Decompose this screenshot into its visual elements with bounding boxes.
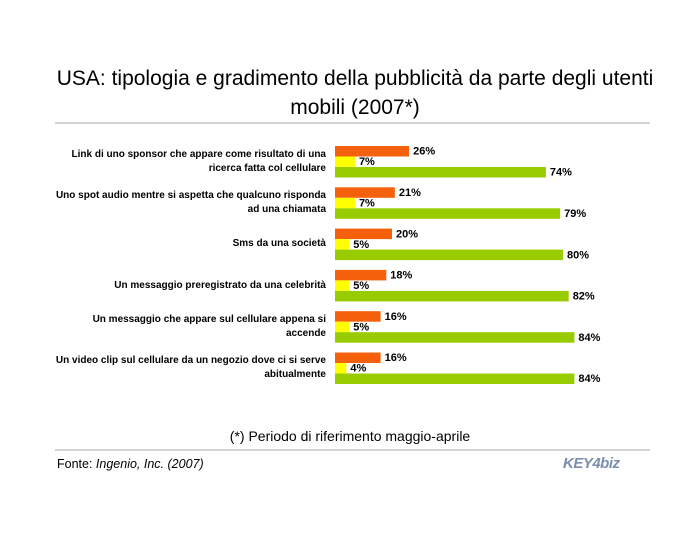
value-label: 79%	[564, 208, 586, 220]
value-label: 82%	[573, 291, 595, 303]
value-label: 5%	[353, 239, 369, 251]
bar	[335, 332, 575, 343]
value-label: 7%	[359, 197, 375, 209]
value-label: 4%	[350, 363, 366, 375]
value-label: 84%	[578, 373, 600, 385]
category-label: Un video clip sul cellulare da un negozi…	[55, 355, 326, 381]
value-label: 21%	[399, 187, 421, 199]
category-label: Un messaggio che appare sul cellulare ap…	[92, 313, 326, 339]
bar	[335, 146, 410, 157]
bar	[335, 373, 575, 384]
logo: KEY4biz	[563, 455, 620, 472]
bar	[335, 311, 381, 322]
annotation: (*) Periodo di riferimento maggio-aprile	[229, 428, 471, 444]
bar	[335, 167, 546, 178]
category-label: Sms da una società	[232, 238, 326, 250]
value-label: 20%	[396, 228, 418, 240]
bar	[335, 363, 347, 374]
chart-title: USA: tipologia e gradimento della pubbli…	[56, 67, 654, 119]
value-label: 26%	[413, 146, 435, 158]
bar	[335, 197, 355, 209]
bar	[335, 290, 569, 302]
value-label: 7%	[359, 156, 375, 168]
value-label: 16%	[385, 352, 407, 364]
bar	[335, 187, 395, 198]
value-label: 18%	[390, 270, 412, 282]
category-label: Uno spot audio mentre si aspetta che qua…	[55, 190, 326, 216]
bar	[335, 249, 563, 261]
value-label: 16%	[385, 311, 407, 323]
bar	[335, 208, 561, 219]
category-label: Un messaggio preregistrato da una celebr…	[114, 279, 326, 291]
bar	[335, 156, 355, 167]
bar	[335, 321, 350, 333]
value-label: 74%	[550, 167, 572, 179]
source-name: Ingenio, Inc. (2007)	[95, 457, 204, 471]
bar	[335, 352, 381, 363]
bar	[335, 228, 392, 240]
bar	[335, 269, 387, 281]
value-label: 5%	[353, 321, 369, 333]
bar	[335, 239, 350, 250]
source-label: Fonte:	[57, 457, 93, 471]
category-label: Link di uno sponsor che appare come risu…	[71, 148, 326, 174]
value-label: 5%	[353, 280, 369, 292]
value-label: 84%	[578, 332, 600, 344]
value-label: 80%	[567, 249, 589, 261]
bar	[335, 280, 350, 291]
source: Fonte: Ingenio, Inc. (2007)	[57, 457, 204, 471]
